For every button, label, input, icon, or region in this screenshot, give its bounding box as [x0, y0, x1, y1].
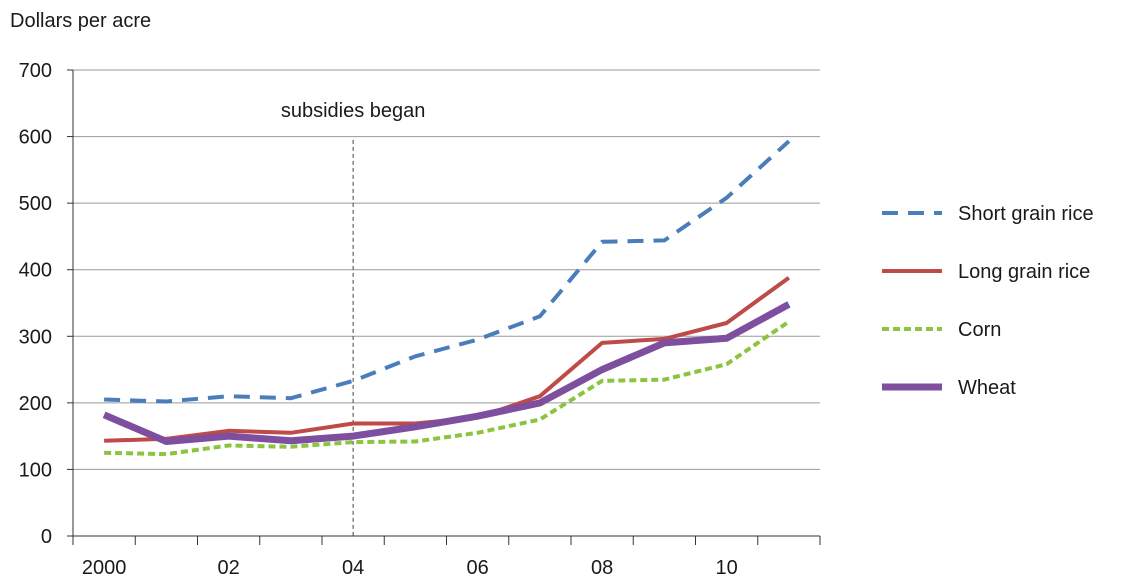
y-axis-label: Dollars per acre [10, 10, 151, 32]
series-line-long-grain-rice [104, 276, 791, 443]
x-tick-label: 02 [218, 557, 240, 579]
y-tick-label: 200 [19, 393, 52, 415]
x-tick-label: 04 [342, 557, 364, 579]
y-tick-label: 0 [41, 526, 52, 548]
y-tick-label: 500 [19, 193, 52, 215]
legend-item-long-grain-rice: Long grain rice [882, 261, 1090, 283]
y-tick-label: 100 [19, 459, 52, 481]
x-tick-label: 08 [591, 557, 613, 579]
x-tick-label: 10 [716, 557, 738, 579]
legend: Short grain rice Long grain rice Corn Wheat [882, 203, 1094, 399]
annotation-label: subsidies began [281, 100, 426, 122]
y-tick-label: 300 [19, 326, 52, 348]
legend-label: Wheat [958, 377, 1016, 399]
series-line-short-grain-rice [104, 139, 791, 404]
series-line-corn [104, 319, 791, 457]
annotation: subsidies began [281, 100, 426, 536]
y-tick-label: 400 [19, 260, 52, 282]
series-line-wheat [102, 301, 791, 445]
legend-item-short-grain-rice: Short grain rice [882, 203, 1094, 225]
x-tick-label: 06 [467, 557, 489, 579]
series-lines [102, 139, 791, 457]
x-tick-label: 2000 [82, 557, 127, 579]
legend-label: Corn [958, 319, 1001, 341]
legend-label: Short grain rice [958, 203, 1094, 225]
y-tick-label: 700 [19, 60, 52, 82]
legend-item-wheat: Wheat [882, 377, 1016, 399]
legend-item-corn: Corn [882, 319, 1001, 341]
gridlines [73, 69, 820, 470]
legend-label: Long grain rice [958, 261, 1090, 283]
axes: 0 100 200 300 400 500 600 700 2000 02 04 06 08 10 [19, 60, 821, 579]
y-tick-label: 600 [19, 127, 52, 149]
